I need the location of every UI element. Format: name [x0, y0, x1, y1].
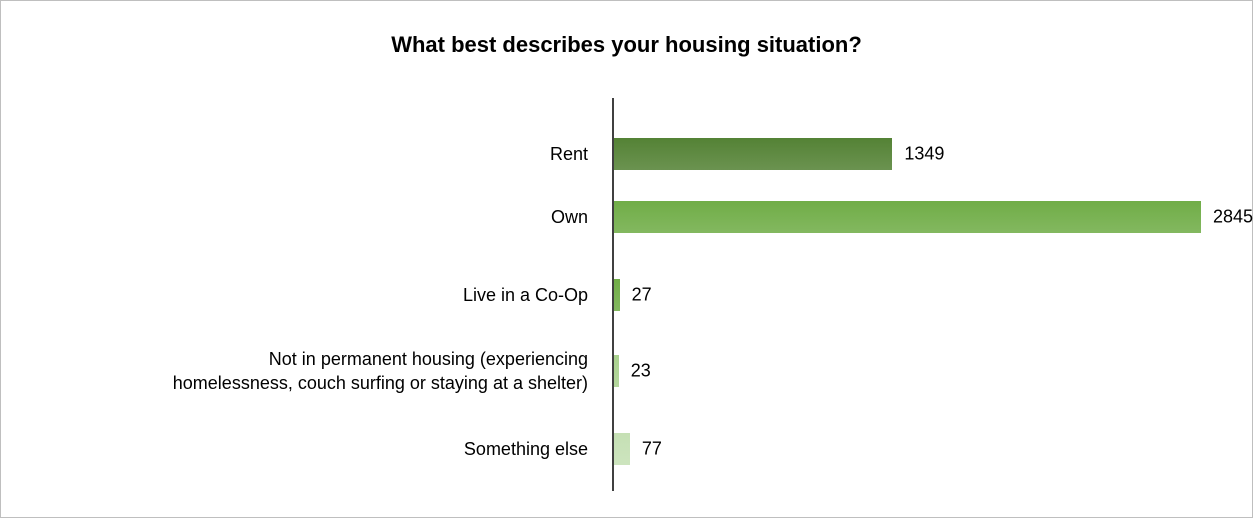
category-axis: [612, 98, 614, 491]
data-label: 23: [630, 360, 651, 381]
category-label: Rent: [549, 144, 588, 164]
bar: [614, 138, 893, 170]
data-label: 77: [641, 438, 662, 459]
chart-title: What best describes your housing situati…: [391, 32, 862, 57]
category-label: Something else: [463, 439, 588, 459]
bar: [614, 433, 630, 465]
bar: [614, 201, 1201, 233]
data-label: 2845: [1213, 206, 1253, 227]
category-label: Own: [550, 207, 588, 227]
category-label: Not in permanent housing (experiencing h…: [172, 349, 588, 393]
data-label: 1349: [904, 143, 945, 164]
category-label: Live in a Co-Op: [462, 285, 588, 305]
bar: [614, 279, 620, 311]
bar: [614, 355, 619, 387]
data-label: 27: [631, 284, 652, 305]
